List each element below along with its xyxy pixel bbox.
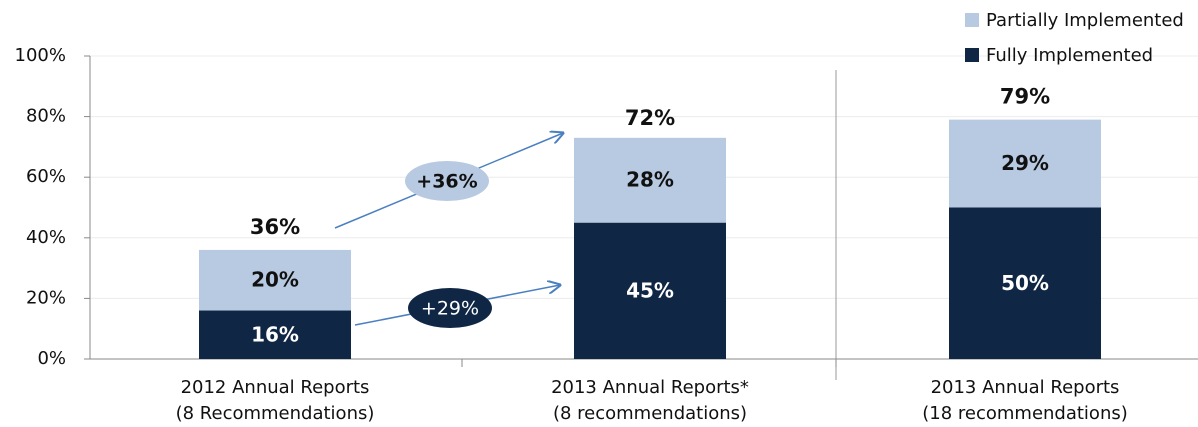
x-tick-label: (8 Recommendations) (176, 403, 375, 424)
y-tick-label: 60% (26, 166, 66, 187)
annotation-bubble (405, 161, 489, 201)
legend-label: Fully Implemented (986, 45, 1153, 66)
value-label: 28% (626, 168, 674, 192)
y-tick-label: 100% (15, 45, 66, 66)
value-label: 50% (1001, 271, 1049, 295)
value-label: 45% (626, 278, 674, 302)
total-label: 36% (250, 215, 300, 239)
bar-segment (574, 222, 726, 359)
legend-label: Partially Implemented (986, 10, 1184, 31)
x-tick-label: (8 recommendations) (553, 403, 747, 424)
bar-segment (199, 310, 351, 359)
value-label: 29% (1001, 151, 1049, 175)
value-label: 20% (251, 268, 299, 292)
bar-segment (949, 207, 1101, 359)
bar-segment (574, 137, 726, 223)
y-tick-label: 80% (26, 106, 66, 127)
bar-segment (199, 249, 351, 311)
total-label: 72% (625, 106, 675, 130)
total-label: 79% (1000, 85, 1050, 109)
legend-swatch (965, 48, 979, 62)
bar-segment (949, 119, 1101, 208)
x-tick-label: 2013 Annual Reports* (551, 377, 749, 398)
x-tick-label: (18 recommendations) (922, 403, 1128, 424)
annotation: +36% (416, 171, 477, 193)
legend-swatch (965, 13, 979, 27)
value-label: 16% (251, 322, 299, 346)
y-tick-label: 0% (37, 348, 66, 369)
y-tick-label: 40% (26, 227, 66, 248)
y-tick-label: 20% (26, 287, 66, 308)
annotation-bubble (408, 288, 492, 328)
x-tick-label: 2012 Annual Reports (181, 377, 370, 398)
x-tick-label: 2013 Annual Reports (931, 377, 1120, 398)
annotation: +29% (421, 298, 479, 320)
